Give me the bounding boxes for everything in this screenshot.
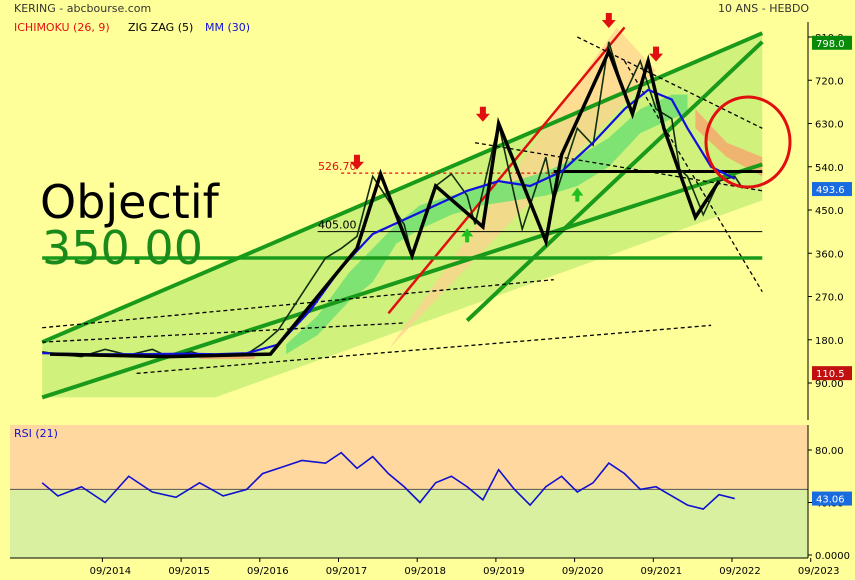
buy-arrow-1 [571, 187, 584, 202]
zigzag-legend: ZIG ZAG (5) [128, 21, 193, 34]
x-tick-label: 09/2019 [483, 566, 525, 577]
price-tick-label: 720.0 [815, 76, 844, 87]
price-tick-label: 270.0 [815, 293, 844, 304]
x-tick-label: 09/2017 [326, 566, 368, 577]
sell-arrow-2 [601, 12, 616, 28]
dashed-line-5 [623, 60, 763, 293]
price-tick-label: 540.0 [815, 163, 844, 174]
x-tick-label: 09/2014 [90, 566, 132, 577]
sell-arrow-1 [475, 106, 490, 122]
sell-arrow-3 [649, 46, 664, 62]
highlight-circle [704, 95, 792, 189]
rsi-badge-label: 43.06 [816, 495, 845, 506]
dashed-line-1 [42, 322, 405, 343]
x-tick-label: 09/2021 [641, 566, 683, 577]
price-tick-label: 180.0 [815, 336, 844, 347]
rsi-tick-label: 0.0000 [815, 551, 850, 562]
dashed-line-2 [136, 324, 712, 375]
dashed-line-0 [42, 279, 554, 329]
x-tick-label: 09/2018 [404, 566, 446, 577]
mm-legend: MM (30) [205, 21, 250, 34]
level-405-label: 405.00 [318, 219, 357, 232]
rsi-tick-label: 80.00 [815, 446, 844, 457]
ichimoku-legend: ICHIMOKU (26, 9) [14, 21, 110, 34]
price-tick-label: 360.0 [815, 249, 844, 260]
objective-value: 350.00 [42, 221, 203, 275]
price-badge-0 [812, 35, 852, 50]
zigzag-line [50, 46, 721, 359]
rsi-overbought-zone [10, 425, 808, 490]
rsi-line [41, 451, 735, 510]
rsi-badge [812, 491, 852, 506]
level-526-label: 526.70 [318, 160, 357, 173]
rsi-oversold-zone [10, 489, 808, 558]
x-tick-label: 09/2023 [798, 566, 840, 577]
inner-support-line [465, 40, 764, 322]
x-tick-label: 09/2020 [562, 566, 604, 577]
ichimoku-cloud-orange [695, 109, 763, 177]
objective-label: Objectif [40, 175, 221, 229]
x-tick-label: 09/2015 [168, 566, 210, 577]
rsi-panel: RSI (21) 80.0040.000.0000 [10, 425, 850, 562]
dashed-line-4 [577, 36, 763, 129]
price-badge-label-0: 798.0 [816, 39, 845, 50]
price-tick-label: 630.0 [815, 120, 844, 131]
price-tick-label: 90.00 [815, 379, 844, 390]
x-axis: 09/2014 09/2015 09/2016 09/2017 09/2018 09/20… [10, 557, 840, 577]
sell-arrow-0 [349, 154, 364, 170]
rsi-title: RSI (21) [14, 427, 58, 440]
channel-lower-line [41, 162, 763, 400]
source-label: KERING - abcbourse.com [14, 2, 151, 15]
overlay-annotations: 798.0 493.6 110.5 43.06 [349, 12, 852, 506]
price-tick-label: 450.0 [815, 206, 844, 217]
x-tick-label: 09/2016 [247, 566, 289, 577]
period-label: 10 ANS - HEBDO [718, 2, 809, 15]
price-badge-label-2: 110.5 [816, 369, 845, 380]
x-tick-label: 09/2022 [719, 566, 761, 577]
price-badge-2 [812, 366, 852, 381]
buy-arrow-0 [461, 228, 474, 243]
ichimoku-cloud-green [286, 94, 688, 355]
red-trend-line [387, 26, 626, 315]
price-axis: 810.0720.0630.0540.0450.0360.0270.0180.0… [807, 22, 844, 420]
price-badge-label-1: 493.6 [816, 185, 845, 196]
price-badge-1 [812, 182, 852, 197]
